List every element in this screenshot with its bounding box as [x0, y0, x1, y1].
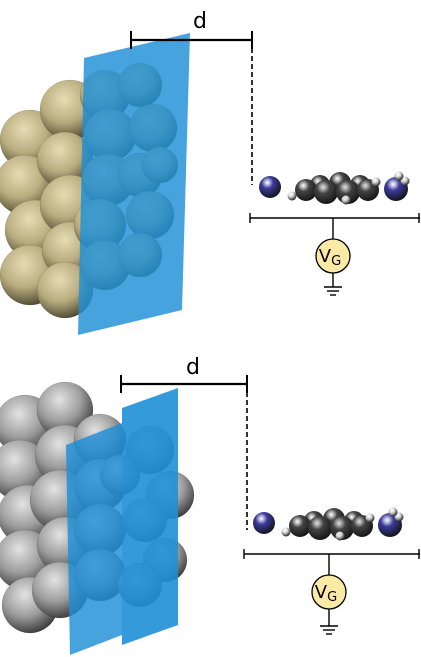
gate-voltage-subscript: G	[331, 254, 341, 269]
molecule	[259, 171, 410, 205]
gate-voltage-subscript: G	[327, 590, 337, 605]
panel-bottom: dVG	[0, 355, 420, 655]
hydrogen-atom	[371, 177, 381, 187]
hydrogen-atom	[394, 171, 404, 181]
carbon-atom	[289, 515, 311, 537]
carbon-atom	[308, 516, 332, 540]
hydrogen-atom	[281, 527, 291, 537]
distance-label: d	[186, 355, 200, 380]
cross-section-plane	[78, 33, 190, 335]
cross-section-plane	[66, 423, 122, 655]
hydrogen-atom	[394, 512, 404, 522]
panel-top: dVG	[0, 9, 420, 335]
hydrogen-atom	[388, 507, 398, 517]
cross-section-plane	[122, 388, 178, 645]
hydrogen-atom	[287, 191, 297, 201]
nitrogen-atom	[259, 176, 281, 198]
carbon-atom	[295, 179, 317, 201]
distance-label: d	[193, 9, 207, 34]
nitrogen-atom	[253, 512, 275, 534]
hydrogen-atom	[365, 513, 375, 523]
molecule	[253, 507, 404, 541]
carbon-atom	[314, 180, 338, 204]
hydrogen-atom	[335, 531, 345, 541]
hydrogen-atom	[341, 195, 351, 205]
hydrogen-atom	[400, 176, 410, 186]
